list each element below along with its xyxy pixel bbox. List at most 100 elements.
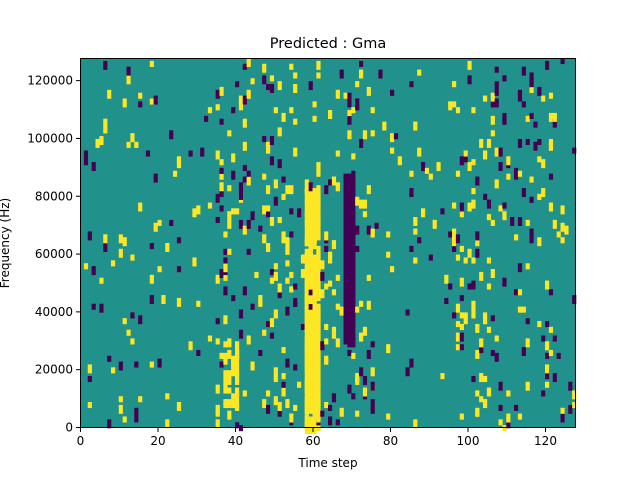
heatmap-cell <box>238 101 244 111</box>
heatmap-cell <box>316 318 321 328</box>
heatmap-cell <box>413 216 418 226</box>
heatmap-cell <box>223 352 228 359</box>
heatmap-cell <box>312 196 317 206</box>
heatmap-cell <box>444 274 449 284</box>
heatmap-cell <box>238 190 244 200</box>
heatmap-cell <box>331 176 337 186</box>
heatmap-cell <box>459 295 464 302</box>
heatmap-cell <box>475 248 480 258</box>
heatmap-cell <box>486 214 492 221</box>
y-axis: 0 20000 40000 60000 80000 100000 120000 <box>27 74 80 435</box>
heatmap-cell <box>285 306 290 316</box>
heatmap-cell <box>250 211 255 221</box>
heatmap-cell <box>324 355 329 362</box>
heatmap-cell <box>215 384 220 394</box>
heatmap-cell <box>324 401 329 409</box>
heatmap-cell <box>331 332 337 339</box>
heatmap-cell <box>324 283 329 290</box>
heatmap-cell <box>258 225 263 232</box>
heatmap-cell <box>176 297 182 307</box>
heatmap-cell <box>308 211 313 218</box>
heatmap-cell <box>308 300 313 310</box>
heatmap-cell <box>246 170 251 177</box>
heatmap-cell <box>238 329 244 339</box>
heatmap-cell <box>304 179 309 186</box>
heatmap-cell <box>165 419 170 429</box>
heatmap-cell <box>157 266 162 273</box>
heatmap-cell <box>502 425 507 432</box>
heatmap-cell <box>378 69 383 79</box>
heatmap-cell <box>568 404 573 414</box>
heatmap-cell <box>343 315 348 325</box>
heatmap-cell <box>277 283 282 293</box>
heatmap-cell <box>118 396 123 403</box>
heatmap-cell <box>351 335 356 345</box>
heatmap-cell <box>262 329 267 336</box>
heatmap-cell <box>548 92 554 99</box>
heatmap-cell <box>362 387 368 397</box>
heatmap-cell <box>126 329 131 336</box>
heatmap-cell <box>107 355 112 362</box>
heatmap-cell <box>502 75 507 82</box>
heatmap-cell <box>471 199 476 209</box>
heatmap-cell <box>246 335 251 345</box>
heatmap-cell <box>320 260 325 267</box>
heatmap-cell <box>269 332 275 339</box>
heatmap-cell <box>231 170 236 180</box>
heatmap-cell <box>149 295 154 304</box>
heatmap-cell <box>359 69 364 79</box>
heatmap-cell <box>312 352 317 362</box>
heatmap-cell <box>428 254 433 261</box>
heatmap-cell <box>463 312 468 319</box>
heatmap-cell <box>304 352 309 362</box>
heatmap-cell <box>223 370 228 377</box>
heatmap-cell <box>463 315 468 325</box>
x-axis-label: Time step <box>297 456 357 470</box>
heatmap-cell <box>343 277 348 287</box>
heatmap-cell <box>521 347 526 357</box>
heatmap-cell <box>134 141 139 148</box>
heatmap-cell <box>165 243 170 252</box>
heatmap-cell <box>351 352 356 359</box>
heatmap-cell <box>227 211 232 221</box>
heatmap-cell <box>118 404 123 414</box>
heatmap-cell <box>169 130 174 140</box>
heatmap-cell <box>111 260 116 267</box>
heatmap-cell <box>281 381 286 388</box>
heatmap-cell <box>215 193 220 203</box>
heatmap-cell <box>347 130 352 140</box>
heatmap-cell <box>316 378 321 388</box>
heatmap-cell <box>347 243 352 250</box>
heatmap-cell <box>370 107 375 114</box>
heatmap-cell <box>308 326 313 336</box>
heatmap-cell <box>490 269 495 278</box>
heatmap-cell <box>506 156 511 166</box>
heatmap-cell <box>235 341 240 348</box>
heatmap-cell <box>351 323 356 333</box>
heatmap-cell <box>347 190 352 200</box>
heatmap-cell <box>316 410 321 420</box>
heatmap-cell <box>490 130 495 137</box>
heatmap-cell <box>366 300 371 310</box>
heatmap-cell <box>293 364 298 371</box>
heatmap-cell <box>494 66 499 73</box>
heatmap-cell <box>386 413 391 420</box>
heatmap-cell <box>242 95 247 105</box>
heatmap-cell <box>153 222 158 232</box>
heatmap-cell <box>494 81 499 88</box>
heatmap-cell <box>312 399 317 409</box>
heatmap-cell <box>537 138 542 146</box>
heatmap-cell <box>83 150 89 160</box>
heatmap-cell <box>289 231 294 238</box>
heatmap-cell <box>99 303 104 313</box>
heatmap-cell <box>417 237 422 244</box>
heatmap-cell <box>421 208 426 218</box>
heatmap-cell <box>529 78 534 88</box>
heatmap-cell <box>347 338 352 348</box>
heatmap-cell <box>293 84 298 93</box>
heatmap-cell <box>320 289 325 299</box>
heatmap-cell <box>235 367 240 377</box>
heatmap-cell <box>347 205 352 215</box>
